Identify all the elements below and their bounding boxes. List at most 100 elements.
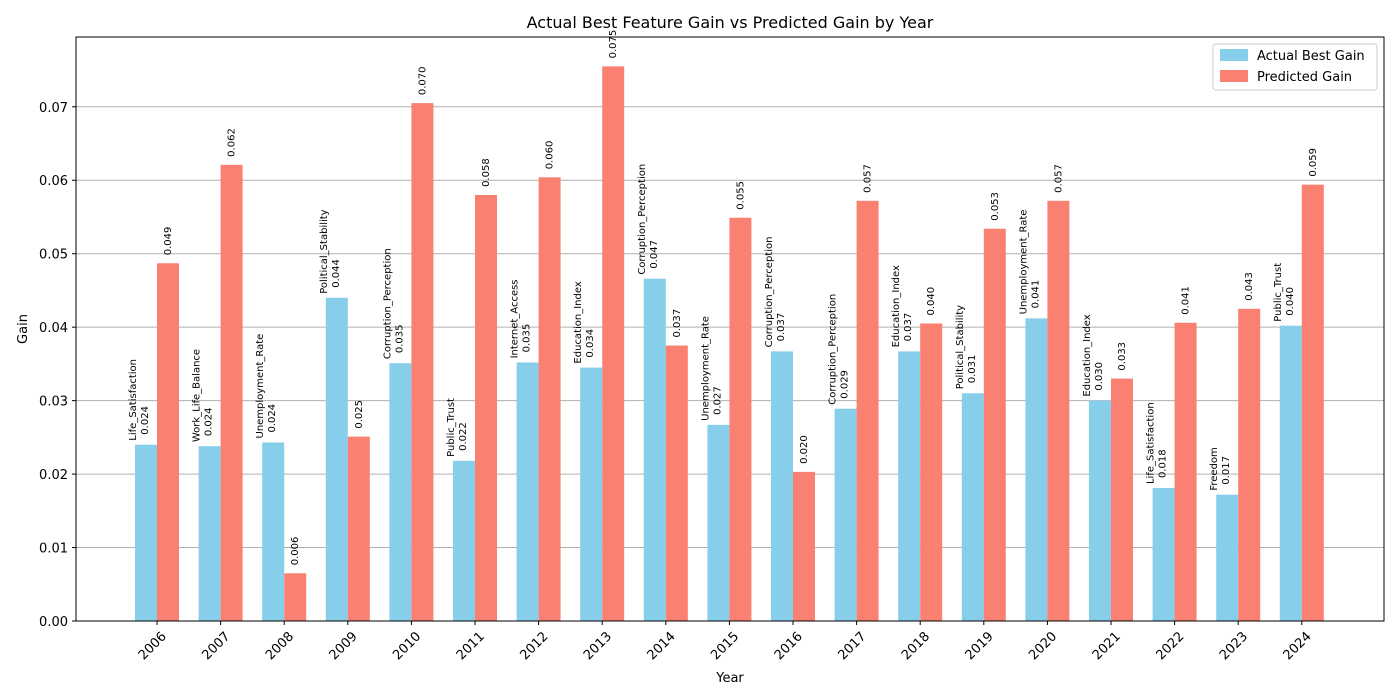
y-tick-label: 0.02	[39, 468, 68, 483]
legend: Actual Best Gain Predicted Gain	[1212, 43, 1378, 91]
feature-label: Public_Trust	[446, 398, 457, 457]
bar-predicted-2007	[220, 164, 243, 622]
x-tick-label: 2024	[1281, 629, 1315, 663]
x-tick-label: 2008	[263, 629, 297, 663]
feature-label: Life_Satisfaction	[128, 359, 139, 441]
value-label-predicted: 0.040	[926, 287, 937, 316]
feature-label: Unemployment_Rate	[700, 316, 711, 421]
x-tick-label: 2010	[390, 629, 424, 663]
value-label-actual: 0.047	[649, 240, 660, 269]
value-label-actual: 0.024	[140, 406, 151, 435]
value-label-actual: 0.031	[967, 355, 978, 384]
bar-labels: Life_Satisfaction 0.0240.049Work_Life_Bal…	[128, 30, 1319, 566]
bar-predicted-2016	[793, 471, 815, 621]
bar-actual-2019	[961, 393, 984, 621]
x-tick-label: 2014	[645, 629, 679, 663]
value-label-actual: 0.017	[1221, 456, 1232, 485]
y-axis-label: Gain	[16, 314, 31, 344]
x-tick-label: 2017	[835, 629, 869, 663]
x-tick-label: 2020	[1026, 629, 1060, 663]
feature-label: Education_Index	[573, 281, 584, 363]
value-label-actual: 0.040	[1285, 287, 1296, 316]
bar-predicted-2022	[1174, 322, 1197, 621]
bar-actual-2018	[898, 351, 921, 621]
value-label-predicted: 0.057	[1053, 164, 1064, 193]
bar-predicted-2009	[347, 436, 370, 621]
plot-frame	[75, 36, 1385, 622]
bar-predicted-2020	[1047, 200, 1070, 621]
y-tick-label: 0.03	[39, 395, 68, 410]
value-label-actual: 0.018	[1158, 449, 1169, 478]
value-label-predicted: 0.033	[1117, 342, 1128, 371]
value-label-actual: 0.044	[331, 259, 342, 288]
y-tick-label: 0.06	[39, 174, 68, 189]
value-label-predicted: 0.055	[735, 181, 746, 210]
value-label-predicted: 0.006	[290, 537, 301, 566]
y-tick-label: 0.07	[39, 101, 68, 116]
bar-actual-2024	[1279, 325, 1302, 621]
legend-label-predicted: Predicted Gain	[1257, 70, 1352, 85]
feature-label: Freedom	[1209, 447, 1220, 490]
bar-actual-2006	[135, 444, 157, 621]
value-label-predicted: 0.059	[1308, 148, 1319, 177]
value-label-predicted: 0.053	[990, 192, 1001, 221]
value-label-actual: 0.041	[1030, 280, 1041, 309]
feature-label: Corruption_Perception	[637, 164, 648, 275]
value-label-actual: 0.030	[1094, 362, 1105, 391]
bar-predicted-2021	[1111, 378, 1133, 621]
bar-actual-2009	[325, 297, 348, 621]
feature-label: Political_Stability	[955, 305, 966, 389]
feature-label: Education_Index	[891, 265, 902, 347]
bar-predicted-2019	[983, 228, 1006, 621]
bar-predicted-2013	[602, 66, 625, 621]
value-label-actual: 0.024	[204, 408, 215, 437]
bar-actual-2013	[580, 367, 603, 621]
value-label-predicted: 0.057	[863, 164, 874, 193]
feature-label: Unemployment_Rate	[255, 334, 266, 439]
feature-label: Life_Satisfaction	[1146, 402, 1157, 484]
feature-label: Internet_Access	[510, 279, 521, 358]
bar-predicted-2023	[1238, 308, 1261, 621]
feature-label: Corruption_Perception	[382, 248, 393, 359]
x-axis-label: Year	[715, 671, 744, 686]
feature-label: Unemployment_Rate	[1018, 210, 1029, 315]
legend-swatch-predicted	[1220, 70, 1248, 82]
x-tick-label: 2019	[963, 629, 997, 663]
chart-title: Actual Best Feature Gain vs Predicted Ga…	[527, 13, 934, 32]
feature-label: Corruption_Perception	[764, 237, 775, 348]
feature-label: Public_Trust	[1273, 263, 1284, 322]
bar-actual-2020	[1025, 318, 1048, 621]
feature-label: Corruption_Perception	[828, 294, 839, 405]
value-label-predicted: 0.062	[227, 128, 238, 157]
bar-predicted-2018	[920, 323, 943, 621]
value-label-actual: 0.029	[840, 370, 851, 399]
value-label-actual: 0.035	[394, 325, 405, 354]
value-label-predicted: 0.041	[1181, 286, 1192, 315]
bar-actual-2023	[1216, 494, 1239, 621]
value-label-predicted: 0.058	[481, 158, 492, 187]
x-axis: 2006 2007 2008 2009 2010 2011 2012 2013 2014 2015…	[136, 621, 1315, 663]
value-label-predicted: 0.075	[608, 30, 619, 59]
bar-actual-2010	[389, 363, 412, 621]
value-label-actual: 0.022	[458, 422, 469, 451]
value-label-predicted: 0.049	[163, 227, 174, 256]
bars	[135, 66, 1324, 622]
legend-box	[1212, 43, 1378, 91]
bar-predicted-2008	[284, 573, 307, 621]
feature-label: Work_Life_Balance	[192, 349, 203, 442]
bar-predicted-2017	[856, 200, 879, 621]
value-label-actual: 0.027	[712, 386, 723, 415]
x-tick-label: 2023	[1217, 629, 1251, 663]
value-label-actual: 0.035	[522, 324, 533, 353]
value-label-actual: 0.024	[267, 404, 278, 433]
bar-actual-2017	[834, 408, 857, 621]
x-tick-label: 2015	[708, 629, 742, 663]
bar-predicted-2012	[538, 177, 561, 621]
value-label-predicted: 0.037	[672, 309, 683, 338]
x-tick-label: 2013	[581, 629, 615, 663]
bar-actual-2012	[516, 362, 539, 621]
value-label-predicted: 0.025	[354, 400, 365, 429]
x-tick-label: 2011	[454, 629, 488, 663]
x-tick-label: 2007	[199, 629, 233, 663]
